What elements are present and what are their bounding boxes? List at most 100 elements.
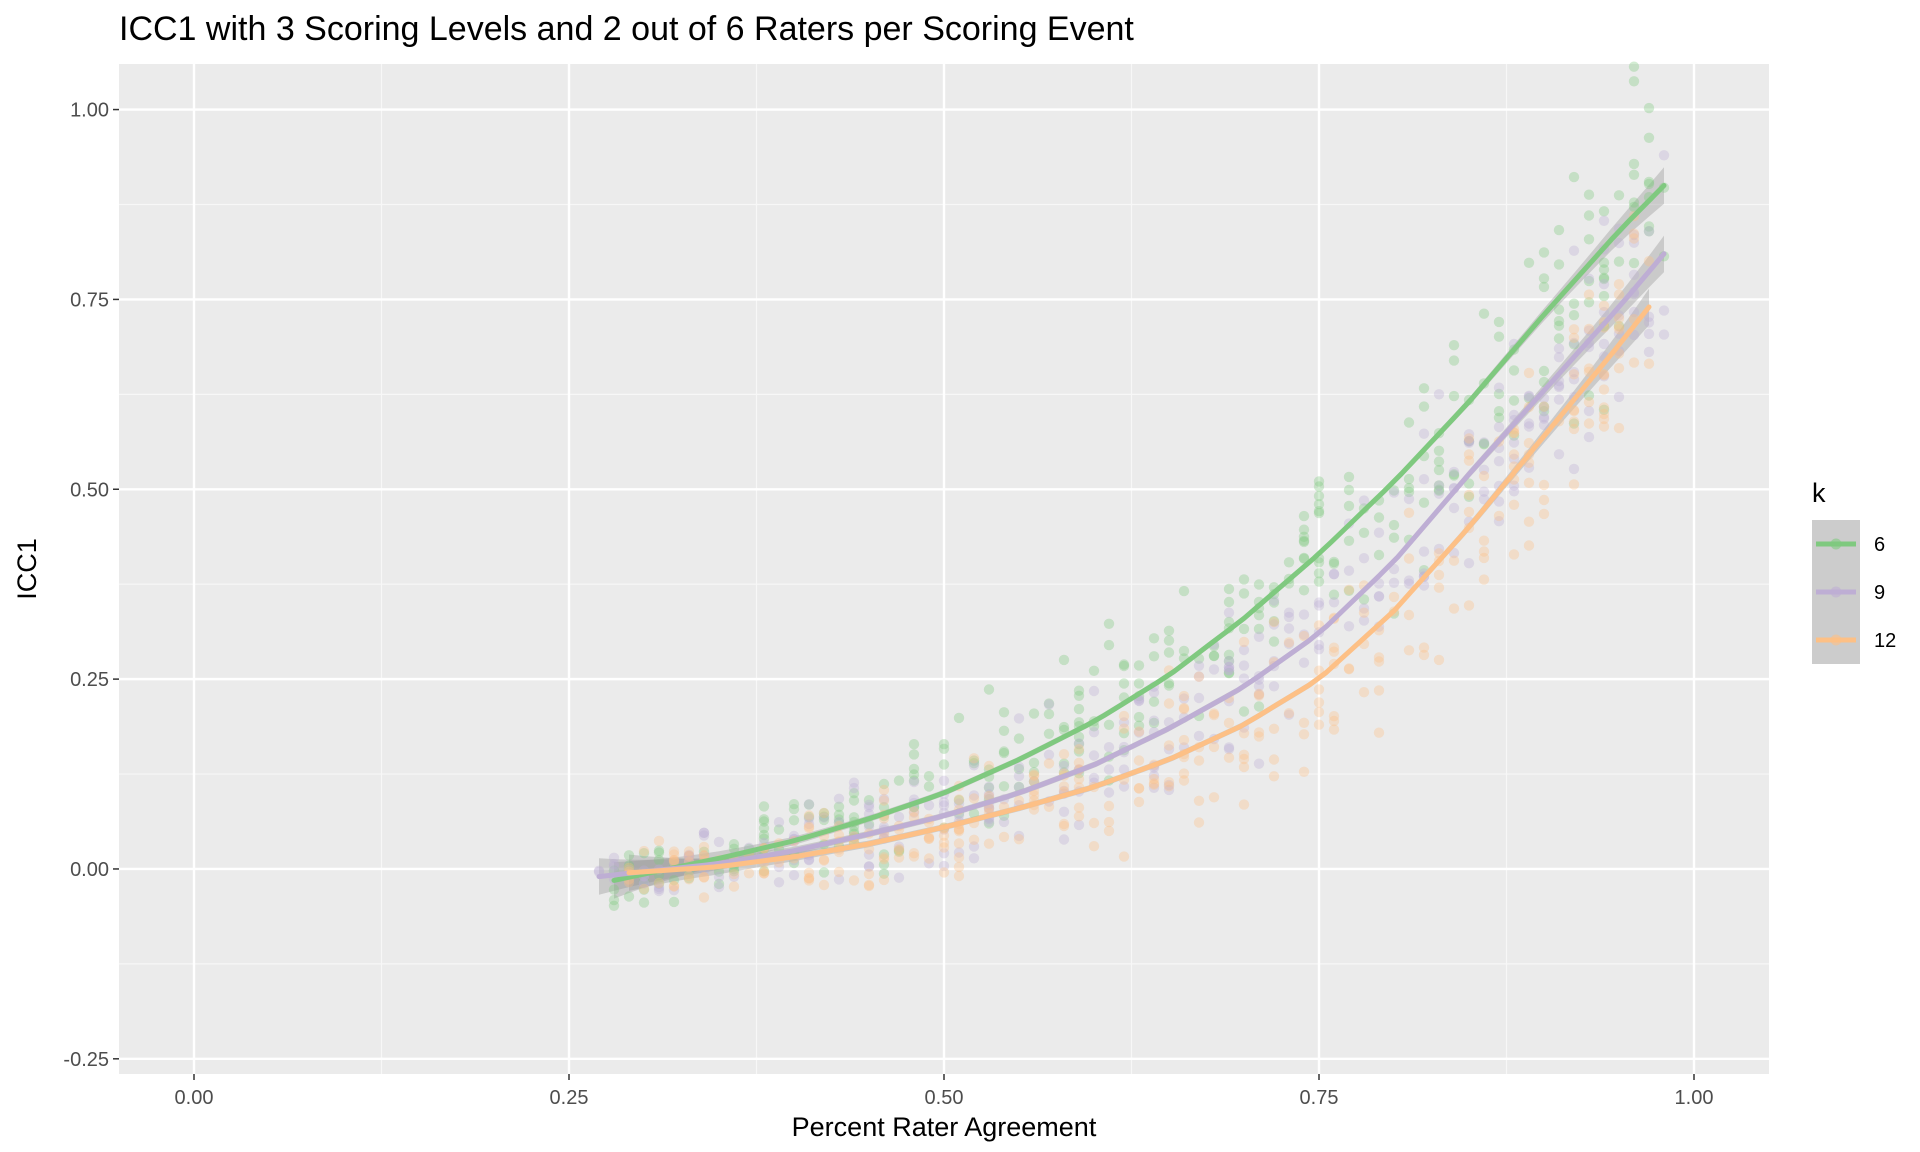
point-k6: [1553, 259, 1565, 270]
point-k9: [1568, 337, 1580, 349]
point-k12: [953, 852, 965, 863]
point-k6: [1133, 660, 1145, 671]
point-k6: [1298, 510, 1310, 522]
point-k6: [1268, 597, 1280, 608]
point-k9: [1223, 661, 1235, 673]
point-k6: [968, 755, 980, 766]
point-k6: [1583, 275, 1595, 287]
point-k6: [1448, 470, 1460, 481]
point-k12: [1328, 646, 1340, 657]
point-k6: [1253, 579, 1265, 590]
point-k9: [1253, 758, 1265, 769]
fit-line-k12: [626, 304, 1652, 876]
point-k9: [1298, 629, 1310, 640]
point-k9: [1133, 695, 1145, 707]
point-k12: [968, 753, 980, 764]
point-k9: [1598, 306, 1610, 318]
point-k6: [653, 845, 665, 856]
point-k6: [818, 814, 830, 826]
point-k12: [1523, 540, 1535, 551]
point-k12: [818, 854, 830, 865]
point-k6: [1643, 221, 1655, 232]
point-k12: [1613, 321, 1625, 332]
point-k12: [1178, 704, 1190, 715]
point-k6: [788, 799, 800, 810]
point-k9: [983, 781, 995, 793]
point-k9: [1523, 418, 1535, 429]
point-k12: [668, 855, 680, 866]
point-k9: [1253, 631, 1265, 642]
point-k9: [1358, 615, 1370, 626]
point-k9: [728, 871, 740, 882]
point-k12: [893, 845, 905, 856]
point-k9: [863, 861, 875, 872]
point-k12: [1463, 455, 1475, 466]
point-k12: [1613, 323, 1625, 335]
point-k6: [1178, 585, 1190, 597]
point-k9: [1118, 781, 1130, 792]
point-k9: [1103, 764, 1115, 775]
point-k6: [1598, 273, 1610, 285]
point-k9: [1193, 692, 1205, 704]
point-k6: [908, 739, 920, 750]
point-k6: [1148, 696, 1160, 707]
point-k6: [1343, 535, 1355, 546]
point-k9: [1223, 743, 1235, 755]
point-k12: [653, 835, 665, 847]
point-k6: [1058, 758, 1070, 769]
point-k6: [1058, 721, 1070, 733]
point-k12: [1298, 717, 1310, 728]
point-k12: [818, 855, 830, 866]
point-k6: [878, 868, 890, 879]
point-k9: [863, 802, 875, 813]
point-k9: [803, 818, 815, 830]
point-k9: [893, 841, 905, 852]
point-k6: [1133, 711, 1145, 723]
point-k12: [1463, 489, 1475, 501]
point-k12: [938, 867, 950, 878]
point-k9: [683, 850, 695, 862]
point-k9: [1013, 713, 1025, 724]
point-k9: [1283, 709, 1295, 720]
point-k6: [1493, 406, 1505, 417]
point-k9: [1463, 437, 1475, 448]
point-k12: [1193, 795, 1205, 806]
point-k9: [938, 848, 950, 859]
point-k9: [1568, 374, 1580, 385]
point-k6: [1538, 401, 1550, 412]
point-k6: [1238, 706, 1250, 717]
point-k9: [1223, 664, 1235, 676]
point-k12: [1253, 690, 1265, 701]
point-k12: [683, 874, 695, 885]
point-k12: [1118, 710, 1130, 722]
point-k6: [1328, 589, 1340, 600]
point-k9: [1613, 328, 1625, 339]
point-k12: [1343, 664, 1355, 675]
point-k6: [1388, 485, 1400, 496]
point-k12: [1583, 289, 1595, 300]
point-k12: [1598, 413, 1610, 425]
point-k12: [863, 868, 875, 880]
point-k6: [833, 814, 845, 825]
point-k12: [1403, 645, 1415, 656]
point-k12: [983, 838, 995, 849]
point-k6: [1643, 226, 1655, 237]
point-k6: [758, 833, 770, 844]
point-k9: [953, 847, 965, 858]
point-k12: [1013, 795, 1025, 806]
point-k9: [923, 800, 935, 811]
point-k12: [1403, 553, 1415, 564]
legend-label-k12: 12: [1874, 630, 1896, 652]
point-k12: [638, 845, 650, 857]
point-k9: [1418, 428, 1430, 439]
point-k6: [1478, 438, 1490, 449]
point-k9: [1223, 655, 1235, 667]
point-k12: [1013, 834, 1025, 845]
point-k6: [1388, 519, 1400, 531]
point-k9: [1088, 772, 1100, 784]
point-k12: [1268, 771, 1280, 782]
point-k12: [1538, 479, 1550, 491]
point-k6: [1268, 616, 1280, 627]
point-k12: [1058, 781, 1070, 792]
point-k9: [1193, 730, 1205, 742]
